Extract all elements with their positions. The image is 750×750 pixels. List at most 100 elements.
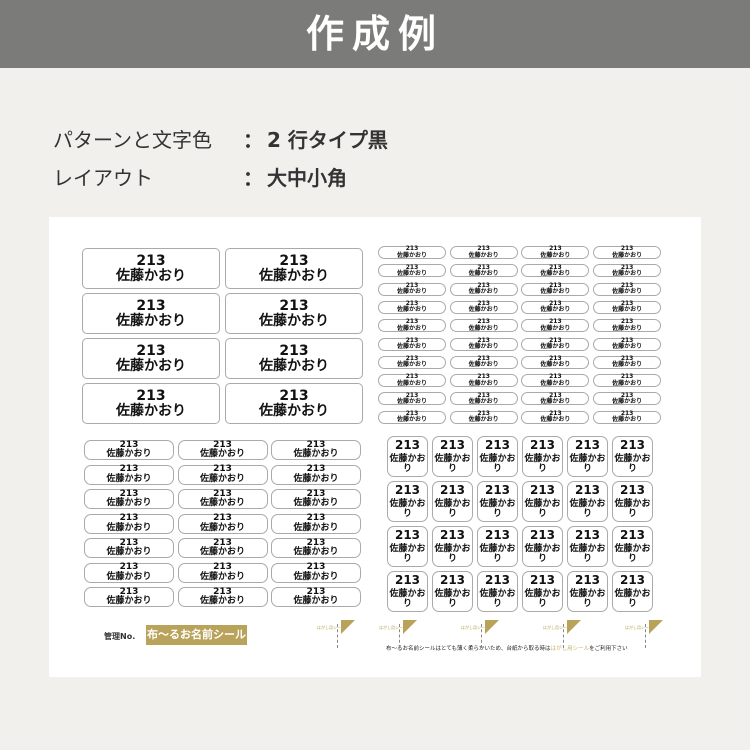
name-label-sm: 213 佐藤かおり [449, 336, 518, 351]
label-name: 佐藤かおり [614, 544, 651, 564]
label-name: 佐藤かおり [614, 589, 651, 609]
label-name: 佐藤かおり [468, 416, 499, 424]
label-name: 佐藤かおり [612, 288, 643, 296]
name-label-md: 213 佐藤かおり [177, 464, 268, 485]
name-label-sm: 213 佐藤かおり [449, 355, 518, 369]
name-label-md: 213 佐藤かおり [84, 587, 174, 607]
label-number: 213 [306, 488, 326, 499]
label-number: 213 [405, 263, 419, 271]
name-label-sm: 213 佐藤かおり [449, 373, 518, 388]
corner-triangle-icon [341, 620, 355, 634]
label-name: 佐藤かおり [259, 357, 329, 374]
label-number: 213 [549, 245, 562, 253]
label-name: 佐藤かおり [396, 379, 427, 387]
label-number: 213 [574, 572, 601, 587]
name-label-sm: 213 佐藤かおり [378, 318, 446, 333]
name-label-md: 213 佐藤かおり [177, 513, 268, 534]
label-number: 213 [405, 318, 419, 326]
label-name: 佐藤かおり [396, 361, 427, 369]
label-name: 佐藤かおり [468, 251, 499, 259]
label-name: 佐藤かおり [199, 498, 245, 508]
name-label-sq: 213 佐藤かおり [432, 526, 473, 567]
label-number: 213 [529, 527, 556, 542]
name-label-md: 213 佐藤かおり [271, 464, 361, 485]
label-name: 佐藤かおり [479, 589, 516, 609]
label-name: 佐藤かおり [434, 589, 471, 609]
name-label-sm: 213 佐藤かおり [521, 409, 590, 424]
label-name: 佐藤かおり [434, 544, 471, 564]
label-name: 佐藤かおり [468, 379, 499, 387]
name-label-sm: 213 佐藤かおり [378, 245, 446, 259]
label-name: 佐藤かおり [259, 402, 329, 419]
label-name: 佐藤かおり [468, 306, 499, 314]
label-name: 佐藤かおり [259, 312, 329, 329]
label-name: 佐藤かおり [612, 379, 643, 387]
brand-badge: 布～るお名前シール [146, 625, 247, 645]
name-label-sm: 213 佐藤かおり [521, 263, 590, 278]
label-number: 213 [477, 336, 490, 344]
cut-line [399, 624, 400, 648]
name-label-md: 213 佐藤かおり [271, 489, 361, 509]
label-number: 213 [136, 387, 166, 404]
name-label-sq: 213 佐藤かおり [522, 571, 563, 612]
label-name: 佐藤かおり [199, 547, 245, 557]
label-number: 213 [549, 409, 562, 417]
label-name: 佐藤かおり [524, 544, 561, 564]
name-label-sq: 213 佐藤かおり [477, 436, 518, 477]
label-name: 佐藤かおり [293, 473, 339, 484]
label-name: 佐藤かおり [106, 571, 152, 582]
label-number: 213 [620, 391, 634, 399]
corner-triangle-icon [485, 620, 499, 634]
label-number: 213 [620, 336, 634, 344]
label-sheet: 管理No. 布～るお名前シール 布～るお名前シールはとても薄く柔らかいため、台紙… [49, 217, 701, 677]
label-number: 213 [306, 586, 326, 597]
label-name: 佐藤かおり [479, 499, 516, 519]
label-number: 213 [405, 336, 419, 344]
label-number: 213 [619, 437, 646, 452]
name-label-sq: 213 佐藤かおり [387, 571, 428, 612]
name-label-lg: 213 佐藤かおり [82, 383, 220, 424]
label-number: 213 [405, 245, 419, 253]
label-number: 213 [394, 527, 421, 542]
label-number: 213 [213, 513, 232, 524]
label-number: 213 [619, 527, 646, 542]
label-number: 213 [619, 572, 646, 587]
label-name: 佐藤かおり [540, 416, 571, 424]
label-name: 佐藤かおり [540, 397, 571, 405]
label-number: 213 [477, 300, 490, 308]
name-label-md: 213 佐藤かおり [84, 513, 174, 534]
label-number: 213 [549, 355, 562, 362]
name-label-sm: 213 佐藤かおり [593, 282, 662, 296]
name-label-sq: 213 佐藤かおり [522, 481, 563, 522]
label-name: 佐藤かおり [293, 498, 339, 508]
label-number: 213 [477, 355, 490, 362]
name-label-md: 213 佐藤かおり [84, 562, 174, 583]
label-name: 佐藤かおり [569, 499, 606, 519]
corner-triangle-icon [649, 620, 663, 634]
name-label-lg: 213 佐藤かおり [82, 338, 220, 379]
label-name: 佐藤かおり [612, 397, 643, 405]
label-number: 213 [439, 527, 466, 542]
label-number: 213 [439, 572, 466, 587]
name-label-sq: 213 佐藤かおり [567, 481, 608, 522]
label-number: 213 [549, 263, 562, 271]
label-name: 佐藤かおり [106, 522, 152, 533]
label-number: 213 [574, 482, 601, 497]
label-name: 佐藤かおり [259, 267, 329, 284]
label-name: 佐藤かおり [396, 416, 427, 424]
label-number: 213 [529, 572, 556, 587]
peel-tab-text: はがし用シール [317, 625, 345, 630]
label-name: 佐藤かおり [116, 357, 186, 374]
label-name: 佐藤かおり [540, 324, 571, 332]
name-label-sm: 213 佐藤かおり [449, 319, 518, 333]
label-number: 213 [574, 527, 601, 542]
name-label-sm: 213 佐藤かおり [378, 282, 446, 296]
label-name: 佐藤かおり [614, 454, 651, 474]
name-label-sm: 213 佐藤かおり [521, 337, 590, 351]
name-label-sm: 213 佐藤かおり [593, 410, 662, 424]
name-label-lg: 213 佐藤かおり [225, 383, 363, 424]
label-number: 213 [119, 562, 139, 573]
label-name: 佐藤かおり [612, 306, 643, 314]
label-number: 213 [484, 437, 511, 452]
name-label-sm: 213 佐藤かおり [378, 300, 446, 314]
